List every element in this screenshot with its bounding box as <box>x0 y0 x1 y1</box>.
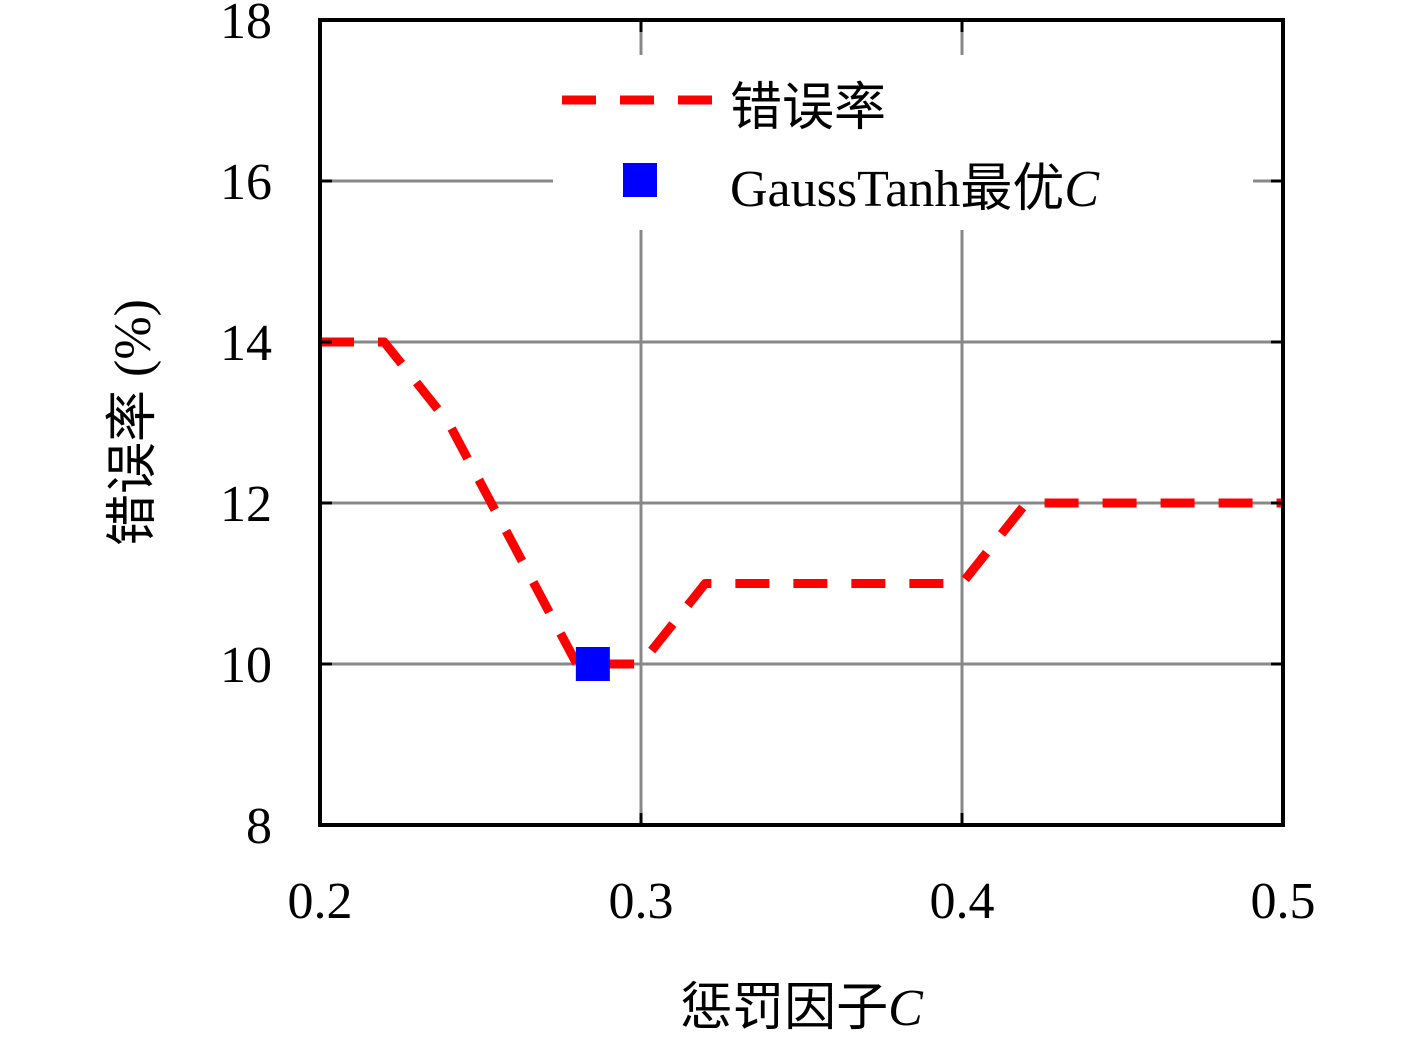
series-layer <box>320 337 1283 681</box>
x-tick-labels: 0.2 0.3 0.4 0.5 <box>288 873 1316 930</box>
y-tick-label: 12 <box>220 476 272 533</box>
y-tick-label: 16 <box>220 154 272 211</box>
legend-square-marker <box>623 163 657 197</box>
x-tick-label: 0.4 <box>930 873 995 930</box>
legend: 错误率 GaussTanh最优C <box>553 55 1253 230</box>
y-tick-label: 14 <box>220 315 272 372</box>
legend-label-error-rate: 错误率 <box>730 80 886 137</box>
y-tick-labels: 8 10 12 14 16 18 <box>220 0 272 855</box>
legend-background <box>553 55 1253 230</box>
x-tick-label: 0.2 <box>288 873 353 930</box>
optimal-c-marker <box>575 647 610 681</box>
x-tick-label: 0.3 <box>609 873 674 930</box>
plot-frame <box>318 18 1285 827</box>
y-tick-label: 8 <box>246 798 272 855</box>
axis-ticks <box>318 18 1285 827</box>
error-rate-line <box>320 337 1283 669</box>
y-axis-label: 错误率 (%) <box>105 299 162 546</box>
y-tick-label: 10 <box>220 637 272 694</box>
x-axis-label: 惩罚因子C <box>680 980 924 1037</box>
x-tick-label: 0.5 <box>1251 873 1316 930</box>
y-tick-label: 18 <box>220 0 272 50</box>
legend-label-gausstanh: GaussTanh最优C <box>730 161 1100 218</box>
